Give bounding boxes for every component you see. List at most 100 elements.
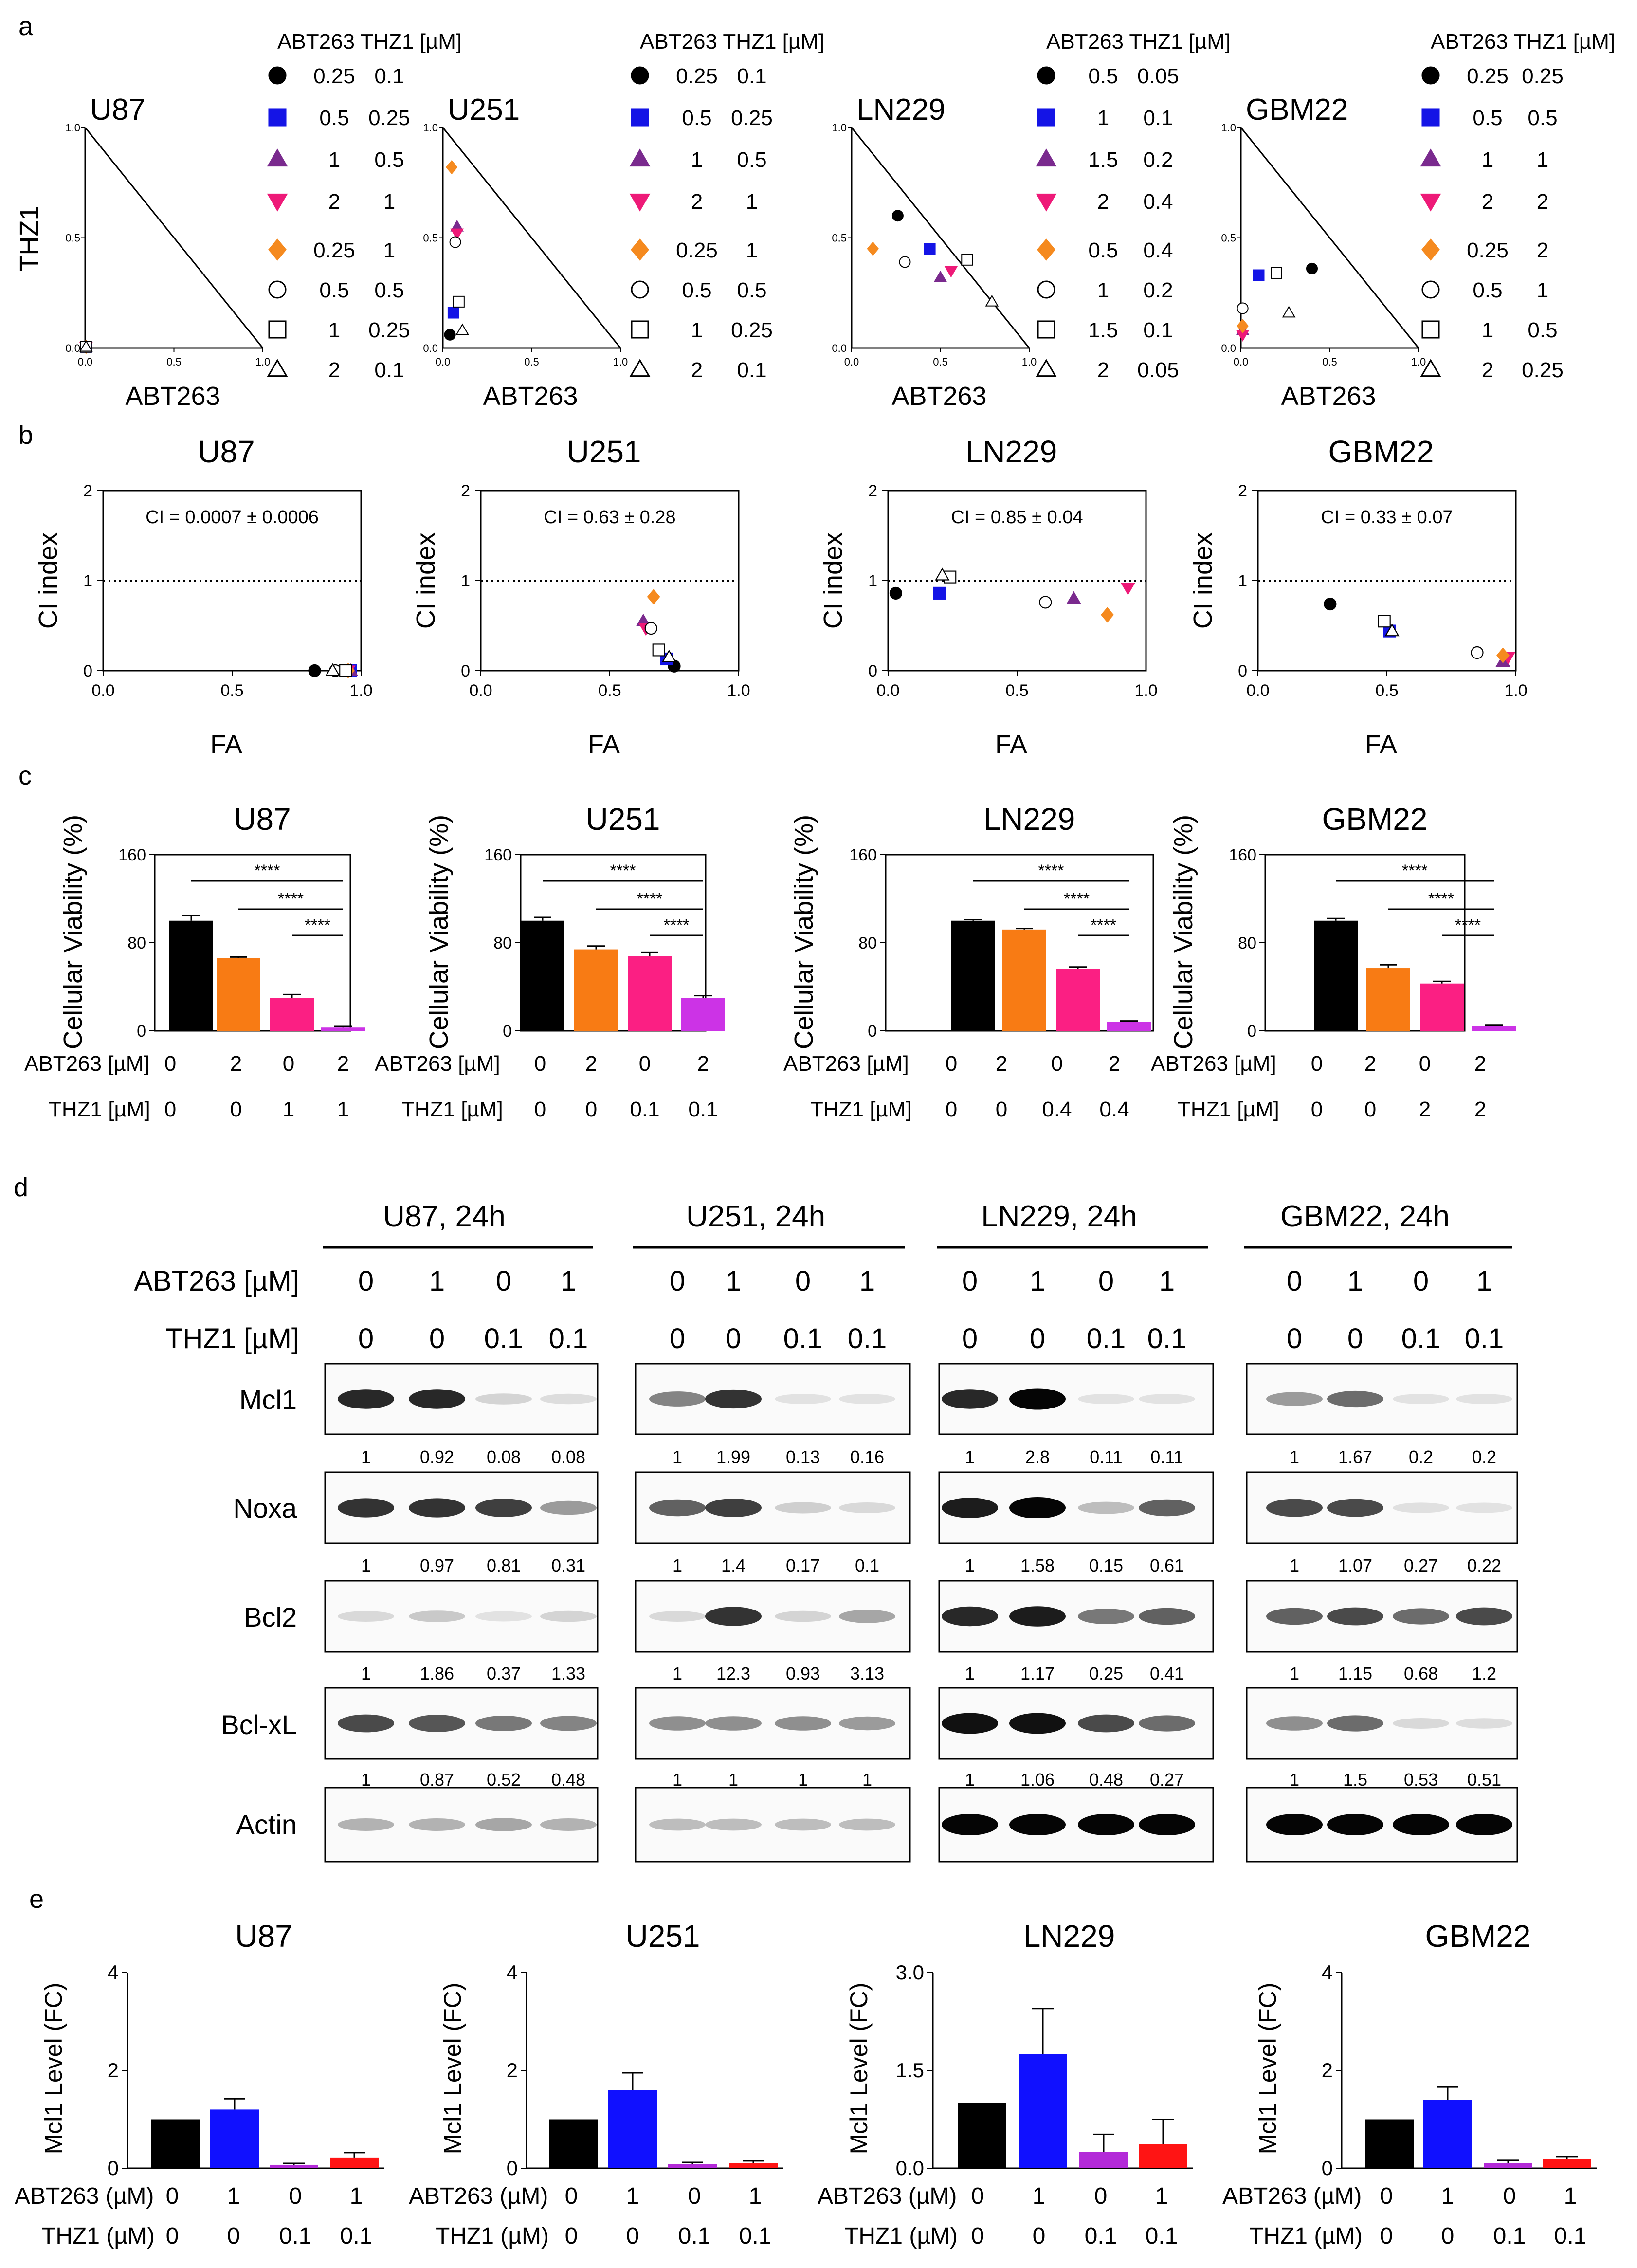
blot-band xyxy=(475,1499,532,1517)
isobologram-title: GBM22 xyxy=(1246,93,1348,127)
band-quantification: 1.99 xyxy=(716,1447,750,1467)
y-tick-label: 160 xyxy=(1229,846,1256,864)
x-tick-label: 1.0 xyxy=(1411,356,1426,368)
band-quantification: 0.11 xyxy=(1150,1447,1183,1467)
band-quantification: 1 xyxy=(965,1447,975,1467)
thz1-dose-label: 0.4 xyxy=(1099,1097,1129,1121)
y-tick-label: 0.5 xyxy=(423,232,438,244)
y-tick-label: 1.0 xyxy=(832,122,847,134)
band-quantification: 0.87 xyxy=(420,1770,454,1790)
y-tick-label: 0 xyxy=(1322,2157,1333,2179)
y-tick-label: 1.0 xyxy=(1221,122,1236,134)
data-point xyxy=(1324,598,1337,611)
y-tick-label: 1 xyxy=(83,572,92,590)
legend-marker xyxy=(1037,238,1055,261)
band-quantification: 0.48 xyxy=(551,1770,585,1790)
blot-band xyxy=(1327,1715,1383,1732)
data-point xyxy=(444,329,456,341)
thz1-dose-label: 0.1 xyxy=(1146,2223,1178,2249)
x-tick-label: 0.0 xyxy=(78,356,93,368)
viability-bar xyxy=(1056,969,1100,1031)
abt263-dose-label: 2 xyxy=(337,1052,349,1076)
band-quantification: 1.15 xyxy=(1338,1664,1372,1683)
blot-band xyxy=(1266,1392,1323,1406)
mcl1-level-bar xyxy=(608,2090,657,2168)
blot-band xyxy=(649,1499,706,1517)
blot-band xyxy=(1009,1814,1066,1835)
band-quantification: 1 xyxy=(965,1555,975,1575)
abt263-dose-label: 2 xyxy=(996,1052,1007,1076)
blot-band xyxy=(1393,1608,1449,1625)
legend-abt263-value: 1 xyxy=(328,318,340,342)
thz1-dose-label: 0 xyxy=(946,1097,957,1121)
legend-thz1-value: 1 xyxy=(383,238,395,262)
ci-plot-title: GBM22 xyxy=(1328,434,1434,469)
viability-bar xyxy=(1107,1022,1151,1031)
y-tick-label: 1.0 xyxy=(423,122,438,134)
data-point xyxy=(1496,647,1510,663)
blot-band xyxy=(775,1394,831,1404)
legend-header: ABT263 THZ1 [µM] xyxy=(277,30,462,54)
legend-marker xyxy=(1421,66,1440,85)
panel-label-e: e xyxy=(29,1884,44,1914)
legend-marker xyxy=(1421,238,1440,261)
x-tick-label: 0.5 xyxy=(1005,681,1028,700)
mcl1-level-bar xyxy=(151,2119,200,2168)
data-point xyxy=(899,256,911,268)
legend-thz1-value: 2 xyxy=(1537,190,1548,214)
band-quantification: 0.68 xyxy=(1404,1664,1438,1683)
blot-band xyxy=(1327,1814,1383,1835)
y-tick-label: 0 xyxy=(83,662,92,680)
additivity-line xyxy=(84,127,264,348)
mcl1-level-bar xyxy=(1365,2119,1414,2168)
blot-band xyxy=(839,1818,895,1831)
data-point xyxy=(308,664,321,677)
thz1-row-label: THZ1 [µM] xyxy=(1178,1097,1279,1121)
blot-band xyxy=(1139,1715,1195,1732)
abt263-row-label: ABT263 (µM) xyxy=(15,2183,154,2209)
thz1-dose-label: 0 xyxy=(534,1097,546,1121)
legend-thz1-value: 0.25 xyxy=(731,318,773,342)
blot-band xyxy=(1078,1501,1134,1514)
legend-thz1-value: 0.5 xyxy=(737,278,766,302)
abt263-dose-label: 0 xyxy=(1287,1265,1302,1297)
blot-band xyxy=(705,1716,762,1731)
blot-band xyxy=(649,1818,706,1831)
x-tick-label: 0.0 xyxy=(876,681,899,700)
legend-thz1-value: 0.5 xyxy=(374,148,404,172)
legend-abt263-value: 2 xyxy=(1482,358,1493,382)
panel-label-a: a xyxy=(18,12,34,41)
y-tick-label: 160 xyxy=(118,846,146,864)
band-quantification: 1.2 xyxy=(1472,1664,1496,1683)
y-tick-label: 1.0 xyxy=(65,122,80,134)
blot-band xyxy=(1456,1502,1512,1513)
legend-marker xyxy=(1037,320,1055,339)
legend-marker xyxy=(1421,320,1440,339)
legend-abt263-value: 2 xyxy=(1482,190,1493,214)
x-tick-label: 0.0 xyxy=(844,356,859,368)
thz1-dose-label: 0.1 xyxy=(484,1323,524,1354)
legend-marker xyxy=(268,108,287,127)
abt263-dose-label: 0 xyxy=(971,2183,984,2209)
data-point xyxy=(1120,583,1135,596)
legend-abt263-value: 2 xyxy=(1097,358,1109,382)
y-axis-label: CI index xyxy=(34,532,63,629)
abt263-dose-label: 2 xyxy=(1474,1052,1486,1076)
legend-thz1-value: 0.1 xyxy=(1143,318,1173,342)
blot-band xyxy=(775,1716,831,1731)
y-tick-label: 0.0 xyxy=(832,342,847,354)
y-tick-label: 4 xyxy=(108,1961,119,1984)
x-tick-label: 1.0 xyxy=(613,356,628,368)
blot-band xyxy=(338,1714,394,1733)
viability-bar xyxy=(169,920,213,1031)
mcl1-level-bar xyxy=(729,2163,778,2168)
band-quantification: 1 xyxy=(1290,1447,1299,1467)
thz1-dose-label: 0 xyxy=(358,1323,374,1354)
x-tick-label: 1.0 xyxy=(1022,356,1037,368)
legend-marker xyxy=(631,320,649,339)
blot-band xyxy=(1327,1607,1383,1626)
blot-band xyxy=(1139,1814,1195,1835)
x-tick-label: 0.0 xyxy=(91,681,114,700)
significance-stars: **** xyxy=(278,890,304,908)
band-quantification: 1.67 xyxy=(1338,1447,1372,1467)
